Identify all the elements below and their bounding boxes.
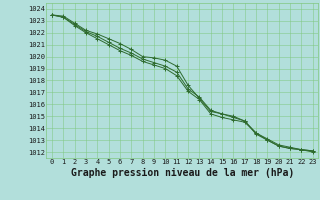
X-axis label: Graphe pression niveau de la mer (hPa): Graphe pression niveau de la mer (hPa)	[71, 168, 294, 178]
